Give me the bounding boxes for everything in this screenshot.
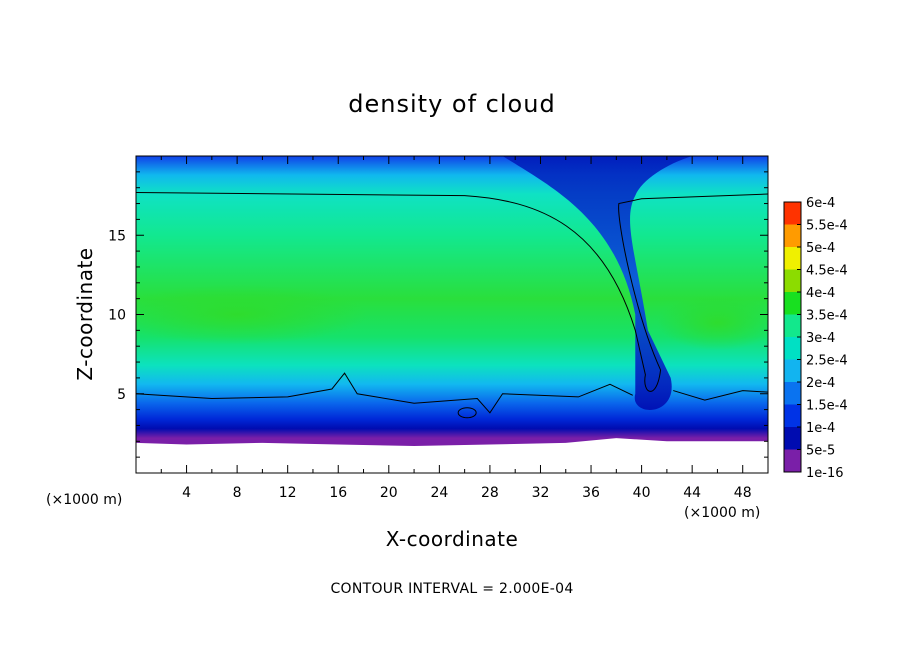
- x-axis-label: X-coordinate: [386, 527, 519, 551]
- colorbar-swatch: [784, 449, 801, 472]
- x-unit-label: (×1000 m): [684, 505, 760, 521]
- colorbar-swatch: [784, 269, 801, 292]
- colorbar-label: 3.5e-4: [806, 309, 848, 324]
- y-tick-label: 15: [108, 228, 126, 244]
- colorbar-swatch: [784, 382, 801, 405]
- x-tick-label: 8: [233, 485, 242, 501]
- x-tick-label: 4: [182, 485, 191, 501]
- colorbar-label: 1e-16: [806, 466, 844, 481]
- colorbar-swatch: [784, 404, 801, 427]
- x-tick-label: 28: [481, 485, 499, 501]
- cloud-core-left: [136, 284, 368, 345]
- colorbar-label: 2.5e-4: [806, 354, 848, 369]
- contour-island: [457, 407, 477, 419]
- colorbar-label: 1e-4: [806, 421, 835, 436]
- colorbar-label: 1.5e-4: [806, 399, 848, 414]
- y-axis-label: Z-coordinate: [73, 247, 97, 380]
- contour-interval-note: CONTOUR INTERVAL = 2.000E-04: [330, 581, 573, 597]
- cloud-free-layer: [136, 438, 768, 473]
- contour-upper: [136, 191, 768, 392]
- colorbar-swatch: [784, 292, 801, 315]
- cloud-core-right: [657, 294, 768, 351]
- colorbar-label: 5e-4: [806, 241, 835, 256]
- colorbar-label: 2e-4: [806, 376, 835, 391]
- x-tick-label: 48: [734, 485, 752, 501]
- colorbar: 1e-16 5e-5 1e-4 1.5e-4 2e-4 2.5e-4 3e-4 3.5e-4 4…: [783, 196, 848, 481]
- colorbar-label: 4e-4: [806, 286, 835, 301]
- colorbar-label: 5.5e-4: [806, 219, 848, 234]
- colorbar-label: 5e-5: [806, 444, 835, 459]
- colorbar-swatch: [784, 247, 801, 270]
- colorbar-swatch: [784, 224, 801, 247]
- density-field: [136, 156, 768, 473]
- contour-lower: [136, 372, 768, 414]
- chart-title: density of cloud: [348, 90, 555, 118]
- downdraft-channel: [502, 156, 693, 410]
- colorbar-swatch: [784, 314, 801, 337]
- x-tick-label: 24: [430, 485, 448, 501]
- x-tick-label: 44: [683, 485, 701, 501]
- colorbar-swatch: [784, 337, 801, 360]
- z-unit-label: (×1000 m): [46, 492, 122, 508]
- colorbar-label: 6e-4: [806, 196, 835, 211]
- x-tick-label: 40: [633, 485, 651, 501]
- colorbar-label: 4.5e-4: [806, 264, 848, 279]
- y-tick-label: 10: [108, 308, 126, 324]
- y-tick-label: 5: [117, 387, 126, 403]
- colorbar-swatch: [784, 427, 801, 450]
- x-tick-label: 12: [279, 485, 297, 501]
- x-tick-label: 16: [329, 485, 347, 501]
- x-tick-label: 20: [380, 485, 398, 501]
- colorbar-swatch: [784, 202, 801, 225]
- colorbar-label: 3e-4: [806, 331, 835, 346]
- x-tick-label: 36: [582, 485, 600, 501]
- x-tick-label: 32: [532, 485, 550, 501]
- colorbar-swatch: [784, 359, 801, 382]
